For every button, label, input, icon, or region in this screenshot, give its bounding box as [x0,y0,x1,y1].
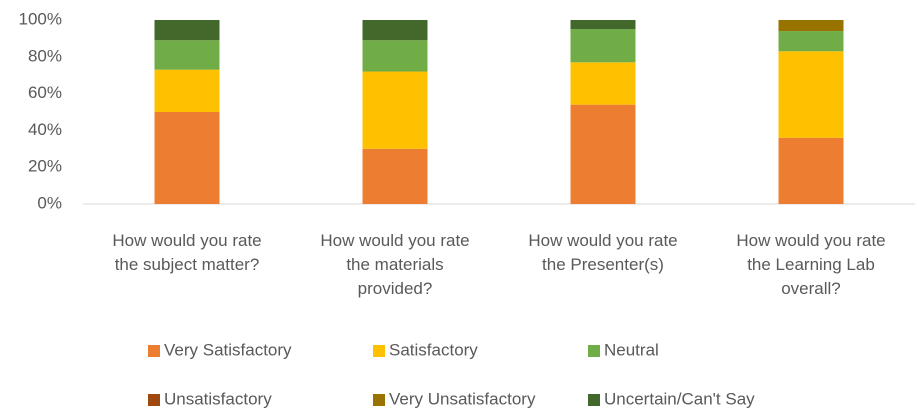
bar-segment [154,112,220,204]
x-tick-label: How would you rate the Presenter(s) [528,231,677,274]
bar-segment [570,29,636,63]
bar-segment [362,20,428,41]
legend-swatch [373,345,385,357]
y-tick-label: 0% [37,193,62,212]
y-tick-label: 80% [28,46,62,65]
bar-segment [154,20,220,41]
x-tick-label: How would you rate the materials provided? [320,231,469,298]
legend-label: Neutral [604,340,659,359]
y-tick-label: 100% [19,9,62,28]
bar-segment [778,137,844,204]
bar-segment [154,69,220,112]
y-tick-label: 40% [28,120,62,139]
x-tick-label: How would you rate the subject matter? [112,231,261,274]
bar-segment [778,20,844,32]
y-tick-label: 60% [28,83,62,102]
legend-label: Satisfactory [389,340,478,359]
legend-swatch [148,345,160,357]
legend-label: Uncertain/Can't Say [604,389,755,408]
legend-label: Very Satisfactory [164,340,292,359]
legend-swatch [588,345,600,357]
y-tick-label: 20% [28,157,62,176]
bar-segment [570,20,636,30]
bar-segment [362,40,428,72]
bar-segment [362,71,428,149]
bar-segment [570,62,636,105]
legend-swatch [373,394,385,406]
legend-label: Very Unsatisfactory [389,389,536,408]
bar-segment [778,51,844,138]
bar-segment [778,31,844,52]
legend-swatch [148,394,160,406]
x-tick-label: How would you rate the Learning Lab overal… [736,231,885,298]
bar-segment [362,148,428,204]
legend-swatch [588,394,600,406]
bar-segment [154,40,220,70]
bar-segment [570,104,636,204]
legend-label: Unsatisfactory [164,389,272,408]
